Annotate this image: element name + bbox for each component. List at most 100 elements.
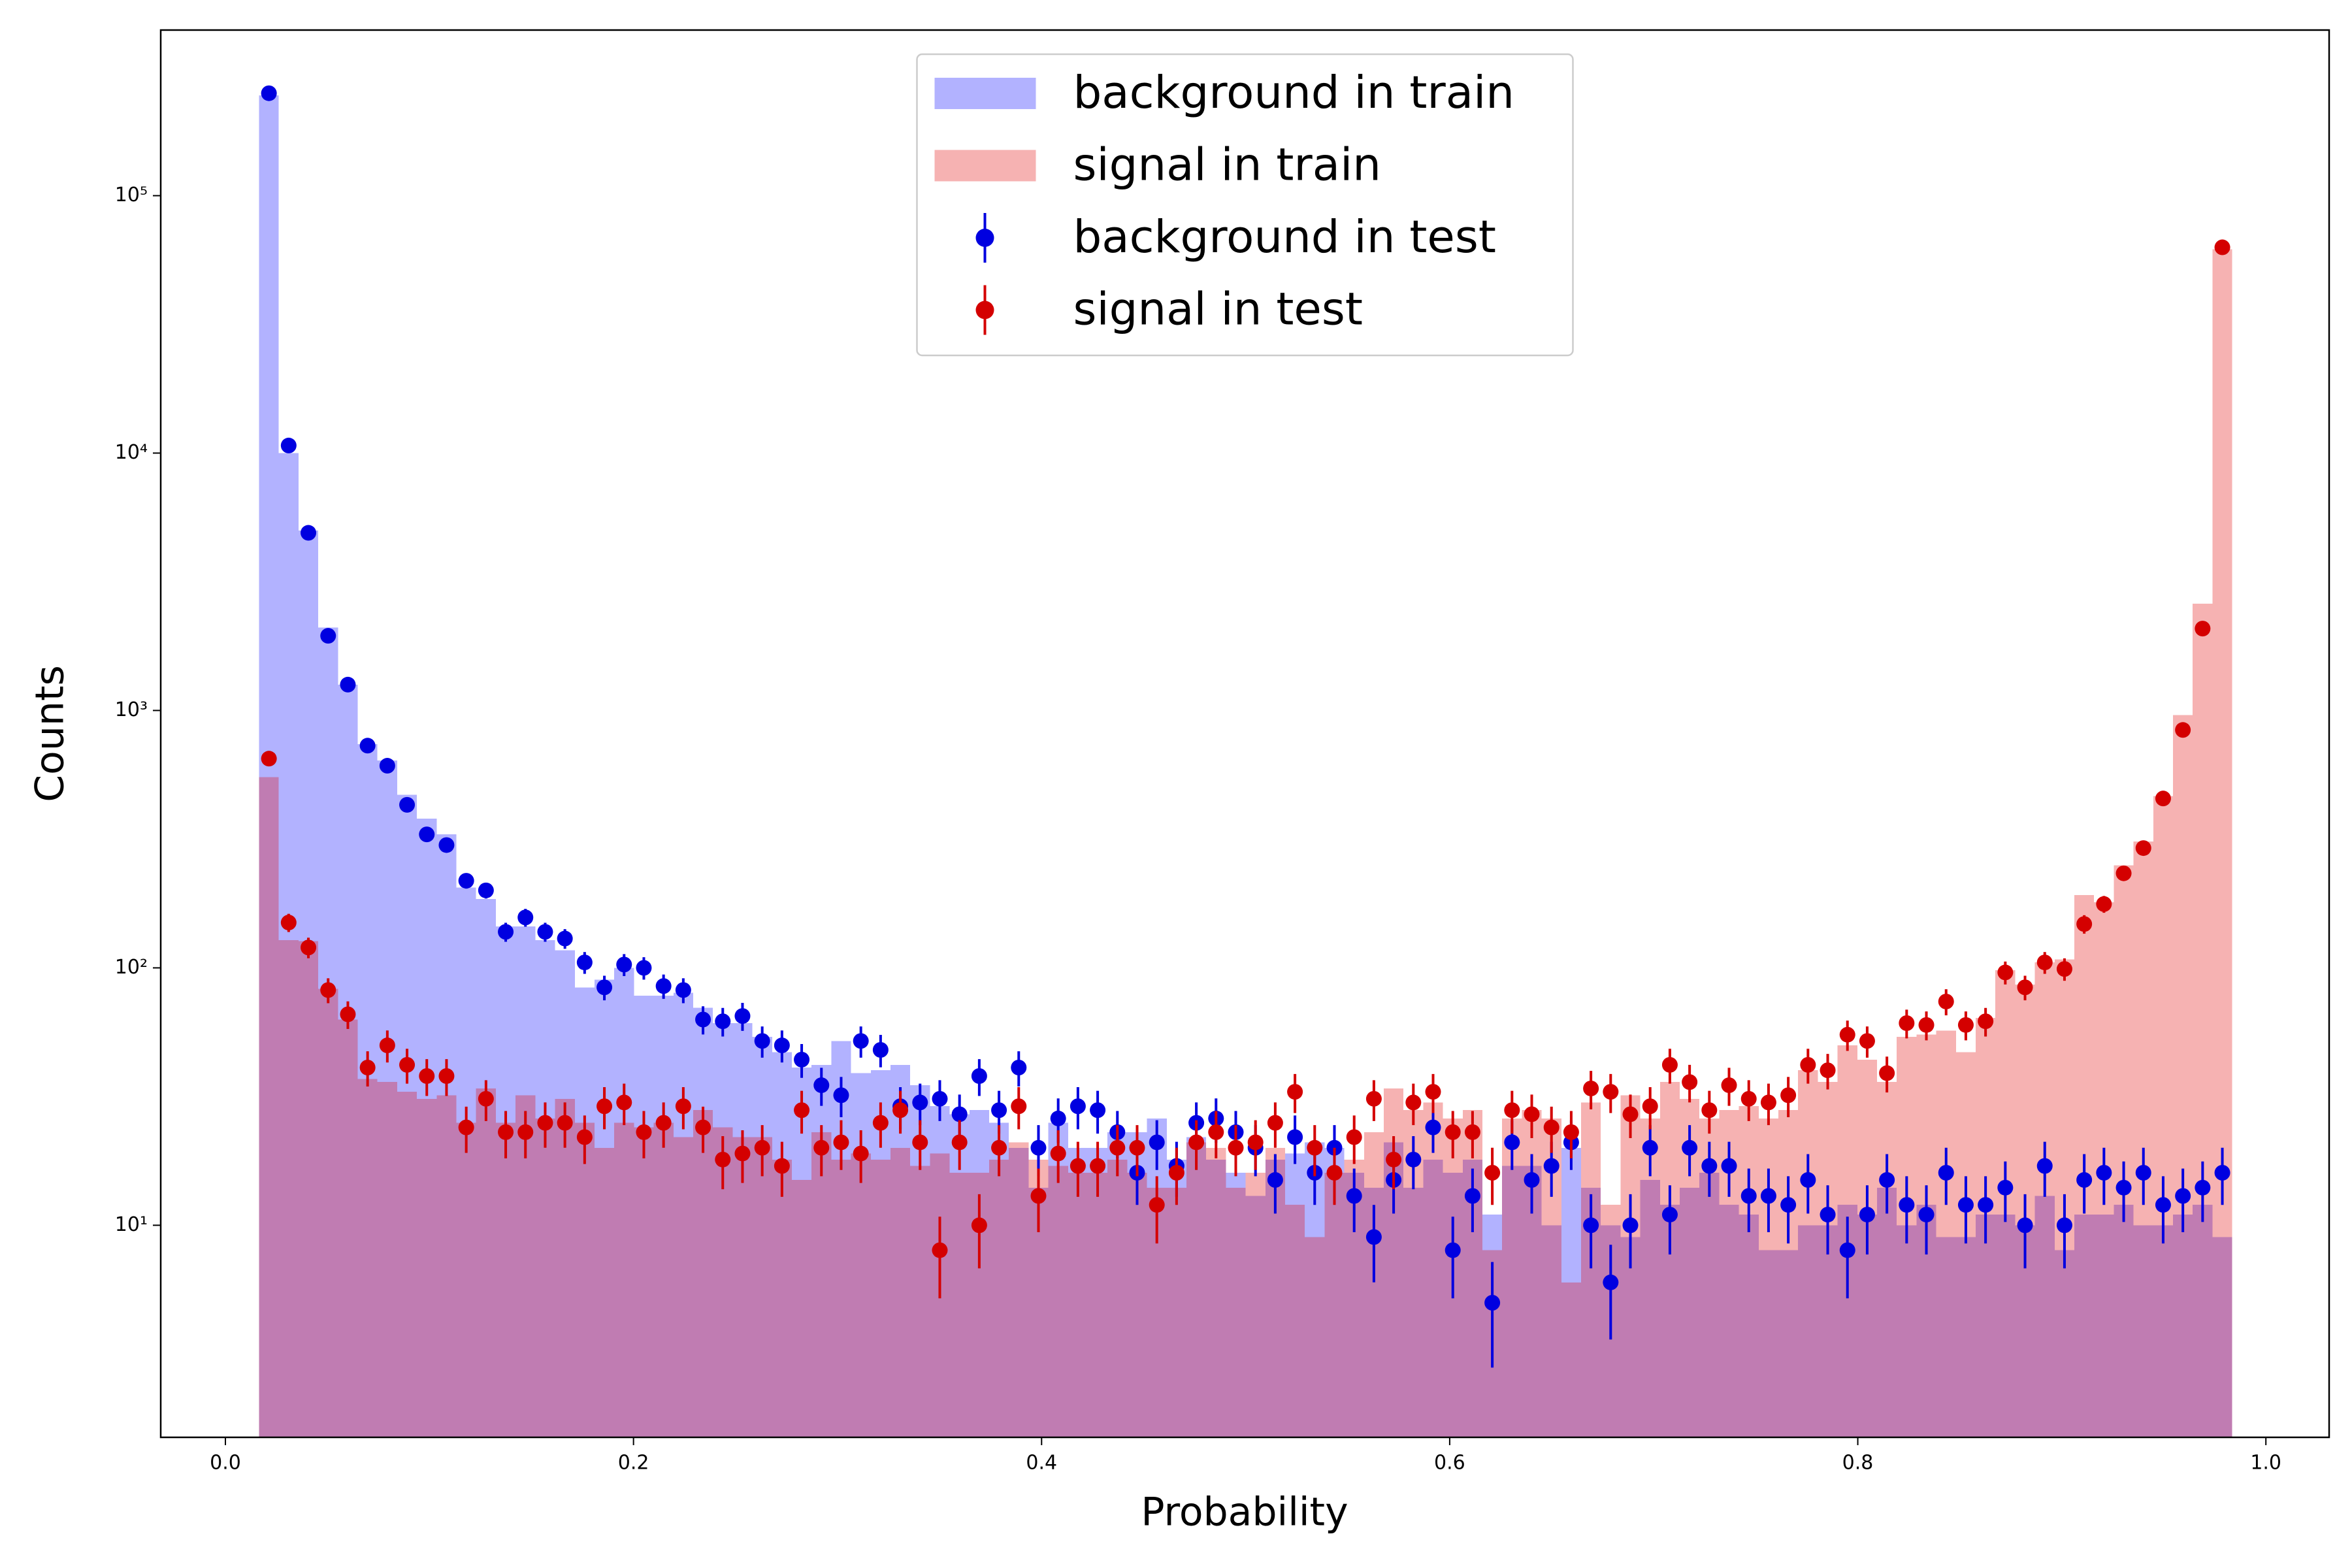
point (1661, 1056, 1678, 1073)
hist-bar (2173, 1215, 2193, 1437)
point (734, 1145, 751, 1162)
point (971, 1217, 987, 1233)
x-axis-label: Probability (1141, 1490, 1348, 1535)
point (2017, 979, 2033, 996)
point (1859, 1207, 1875, 1223)
point (1090, 1158, 1106, 1174)
point (1287, 1129, 1303, 1145)
y-tick-label: 10¹ (115, 1213, 148, 1236)
point (616, 956, 632, 973)
point (1030, 1188, 1047, 1204)
point (616, 1094, 632, 1111)
point (655, 1115, 672, 1131)
hist-bar (2114, 865, 2134, 1437)
point (833, 1134, 849, 1151)
point (399, 1056, 416, 1073)
hist-bar (2173, 715, 2193, 1437)
point (557, 1115, 573, 1131)
hist-bar (1206, 1147, 1226, 1437)
point (1228, 1139, 1244, 1156)
point (1721, 1077, 1737, 1094)
hist-bar (752, 1036, 772, 1437)
train-histogram (259, 249, 2232, 1438)
point (1642, 1098, 1658, 1115)
point (379, 758, 395, 774)
point (2155, 1197, 2171, 1213)
hist-bar (1541, 1225, 1561, 1437)
point (853, 1033, 869, 1049)
hist-bar (1147, 1118, 1167, 1437)
point (695, 1119, 711, 1135)
hist-bar (614, 968, 634, 1437)
point (912, 1094, 928, 1111)
point (320, 982, 336, 998)
legend-swatch (934, 78, 1036, 109)
hist-bar (811, 1132, 832, 1437)
hist-bar (732, 1023, 753, 1437)
x-tick-label: 1.0 (2250, 1452, 2281, 1475)
plot-area (259, 85, 2232, 1438)
point (280, 437, 297, 453)
hist-bar (851, 1153, 871, 1437)
point (1661, 1207, 1678, 1223)
point (1346, 1188, 1362, 1204)
hist-bar (417, 819, 437, 1437)
point (794, 1051, 810, 1068)
point (636, 1124, 652, 1140)
point (1524, 1172, 1540, 1188)
hist-bar (1127, 1172, 1147, 1437)
point (1701, 1158, 1718, 1174)
hist-bar (2114, 1205, 2134, 1437)
hist-bar (713, 1023, 733, 1437)
point (1839, 1026, 1855, 1043)
point (517, 1124, 534, 1140)
point (478, 1090, 494, 1107)
hist-bar (495, 926, 516, 1437)
point (971, 1068, 987, 1084)
hist-bar (259, 777, 279, 1437)
point (1957, 1017, 1974, 1033)
point (2195, 1179, 2211, 1196)
point (1445, 1124, 1461, 1140)
hist-bar (1284, 1153, 1305, 1437)
point (1997, 1179, 2014, 1196)
point (1464, 1124, 1480, 1140)
hist-bar (436, 1095, 457, 1437)
hist-bar (1245, 1196, 1266, 1437)
hist-bar (1009, 1147, 1029, 1437)
hist-bar (1739, 1106, 1759, 1437)
hist-bar (1048, 1166, 1068, 1437)
legend-box (916, 53, 1574, 357)
point (1208, 1124, 1224, 1140)
hist-bar (831, 1159, 851, 1437)
hist-bar (772, 1052, 792, 1437)
point (261, 751, 277, 767)
point (340, 676, 356, 693)
hist-bar (1324, 1172, 1345, 1437)
point (2214, 239, 2230, 255)
y-tick-label: 10² (115, 956, 148, 979)
hist-bar (1364, 1132, 1384, 1437)
point (1346, 1129, 1362, 1145)
point (1899, 1197, 1915, 1213)
hist-bar (1245, 1172, 1266, 1437)
hist-bar (1758, 1250, 1779, 1437)
point (557, 930, 573, 947)
axes-frame (159, 29, 2330, 1439)
point (1839, 1242, 1855, 1258)
point (1326, 1164, 1343, 1181)
point (301, 525, 317, 541)
point (1563, 1124, 1579, 1140)
point (715, 1013, 731, 1030)
point (280, 915, 297, 931)
hist-bar (1778, 1250, 1799, 1437)
point (498, 924, 514, 940)
hist-bar (338, 1019, 358, 1437)
point (2135, 1164, 2151, 1181)
point (301, 939, 317, 956)
point (2036, 1158, 2053, 1174)
point (2115, 865, 2132, 881)
hist-bar (634, 995, 654, 1437)
point (2214, 1164, 2230, 1181)
hist-bar (298, 531, 319, 1438)
